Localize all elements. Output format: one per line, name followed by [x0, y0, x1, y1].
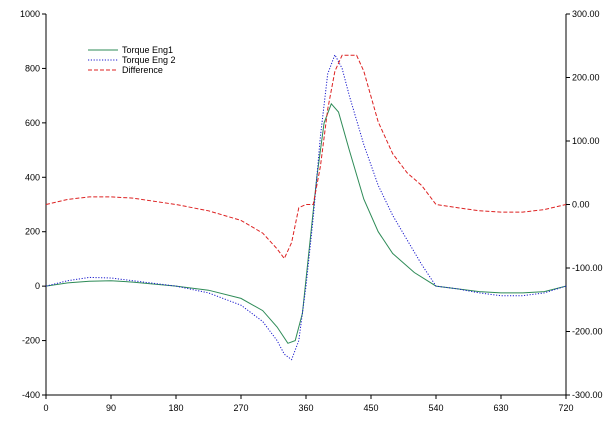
y-left-tick-label: 1000: [20, 9, 40, 19]
y-right-tick-label: 100.00: [572, 136, 600, 146]
series-line-difference: [45, 54, 567, 260]
y-right-tick-label: 0.00: [572, 200, 590, 210]
y-left-tick-label: -400: [22, 390, 40, 400]
x-tick-label: 0: [43, 403, 48, 413]
x-tick-label: 90: [106, 403, 116, 413]
y-left-tick-label: 200: [25, 227, 40, 237]
series-lines: [45, 53, 567, 361]
y-left-tick-label: 0: [35, 281, 40, 291]
x-tick-label: 630: [493, 403, 508, 413]
y-left-tick-label: 600: [25, 118, 40, 128]
y-left-tick-label: 400: [25, 172, 40, 182]
y-right-tick-label: -300.00: [572, 390, 603, 400]
y-right-tick-label: 300.00: [572, 9, 600, 19]
x-tick-label: 360: [298, 403, 313, 413]
x-tick-label: 180: [168, 403, 183, 413]
x-tick-label: 720: [558, 403, 573, 413]
y-right-tick-label: 200.00: [572, 73, 600, 83]
y-right-tick-label: -200.00: [572, 327, 603, 337]
series-line-torque-eng1: [45, 102, 567, 344]
y-right-tick-label: -100.00: [572, 263, 603, 273]
x-tick-label: 540: [428, 403, 443, 413]
legend-label: Torque Eng1: [122, 45, 173, 55]
x-tick-label: 270: [233, 403, 248, 413]
legend-label: Torque Eng 2: [122, 55, 176, 65]
x-tick-label: 450: [363, 403, 378, 413]
series-line-torque-eng-2: [45, 53, 567, 361]
legend-label: Difference: [122, 65, 163, 75]
y-left-tick-label: 800: [25, 63, 40, 73]
tick-labels: 0 90 180 270 360 450 540 630 720 -400 -200 0 200 400 6…: [20, 9, 603, 413]
y-left-tick-label: -200: [22, 336, 40, 346]
